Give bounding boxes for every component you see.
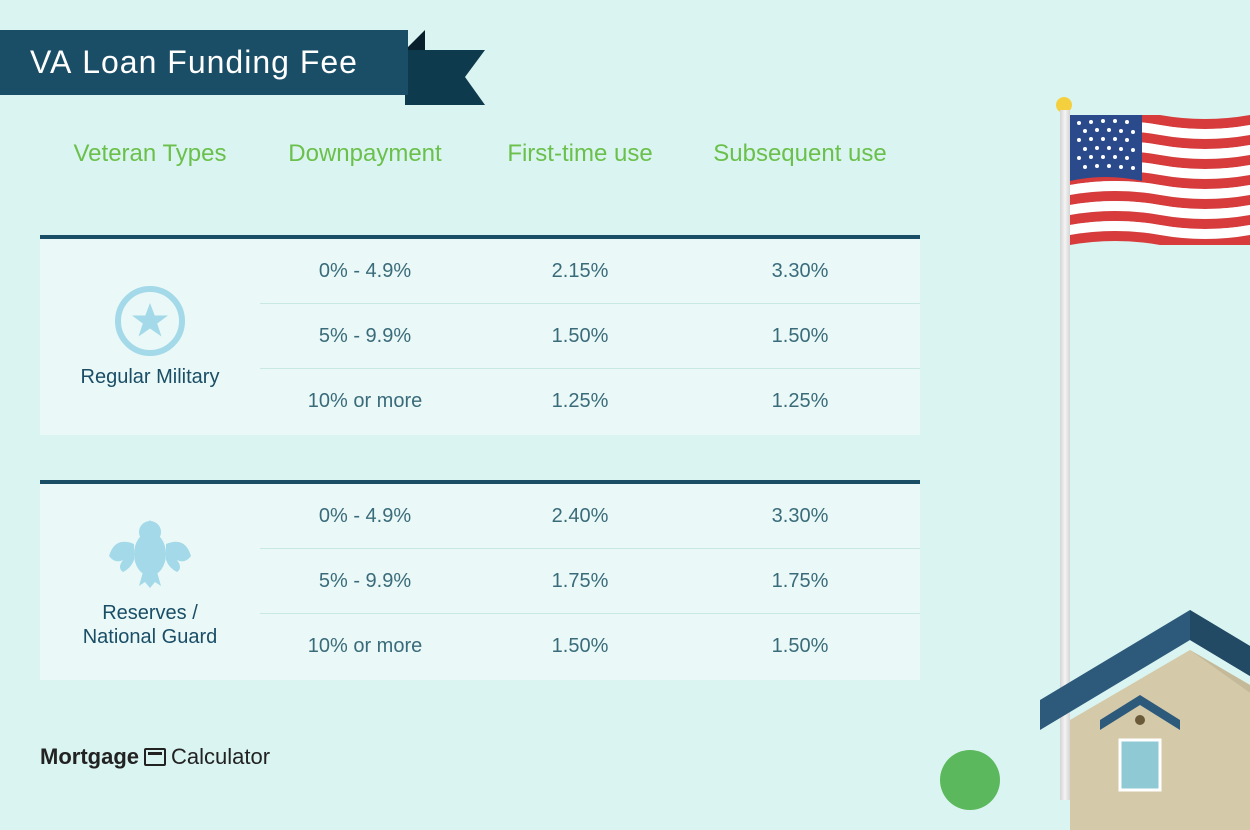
title-prefix: VA [30, 44, 72, 80]
table-row: 10% or more 1.50% 1.50% [260, 614, 920, 679]
calculator-icon [144, 748, 166, 766]
banner-ribbon-tail [405, 50, 465, 105]
title-banner: VA Loan Funding Fee [0, 30, 408, 95]
section-regular-military: Regular Military 0% - 4.9% 2.15% 3.30% 5… [40, 235, 920, 435]
star-icon [115, 286, 185, 356]
cell-down: 5% - 9.9% [260, 325, 470, 348]
cell-sub: 1.50% [690, 325, 910, 348]
header-first-time: First-time use [470, 140, 690, 168]
rows-regular: 0% - 4.9% 2.15% 3.30% 5% - 9.9% 1.50% 1.… [260, 239, 920, 434]
column-headers: Veteran Types Downpayment First-time use… [40, 140, 920, 168]
cell-first: 1.75% [470, 570, 690, 593]
vet-label-text-2: Reserves /National Guard [83, 601, 218, 649]
table-row: 5% - 9.9% 1.50% 1.50% [260, 304, 920, 369]
cell-first: 1.50% [470, 325, 690, 348]
rows-reserves: 0% - 4.9% 2.40% 3.30% 5% - 9.9% 1.75% 1.… [260, 484, 920, 679]
cell-down: 10% or more [260, 390, 470, 413]
table-row: 5% - 9.9% 1.75% 1.75% [260, 549, 920, 614]
cell-sub: 3.30% [690, 505, 910, 528]
house-illustration [1030, 550, 1250, 830]
cell-first: 1.25% [470, 390, 690, 413]
section-reserves: Reserves /National Guard 0% - 4.9% 2.40%… [40, 480, 920, 680]
brand-footer: Mortgage Calculator [40, 744, 270, 770]
cell-down: 0% - 4.9% [260, 505, 470, 528]
cell-first: 2.15% [470, 260, 690, 283]
cell-first: 1.50% [470, 635, 690, 658]
cell-sub: 1.75% [690, 570, 910, 593]
table-row: 0% - 4.9% 2.15% 3.30% [260, 239, 920, 304]
brand-part1: Mortgage [40, 744, 139, 770]
cell-sub: 1.25% [690, 390, 910, 413]
eagle-icon [105, 516, 195, 591]
table-row: 10% or more 1.25% 1.25% [260, 369, 920, 434]
bush-decoration [940, 750, 1000, 810]
cell-first: 2.40% [470, 505, 690, 528]
brand-part2: Calculator [171, 744, 270, 770]
cell-down: 5% - 9.9% [260, 570, 470, 593]
cell-down: 0% - 4.9% [260, 260, 470, 283]
header-downpayment: Downpayment [260, 140, 470, 168]
cell-down: 10% or more [260, 635, 470, 658]
cell-sub: 1.50% [690, 635, 910, 658]
vet-label-reserves: Reserves /National Guard [40, 484, 260, 680]
title-rest: Loan Funding Fee [72, 44, 358, 80]
table-row: 0% - 4.9% 2.40% 3.30% [260, 484, 920, 549]
us-flag-icon [1070, 115, 1250, 245]
vet-label-text-1: Regular Military [81, 366, 220, 389]
vet-label-regular: Regular Military [40, 239, 260, 435]
cell-sub: 3.30% [690, 260, 910, 283]
header-subsequent: Subsequent use [690, 140, 910, 168]
header-veteran-types: Veteran Types [40, 140, 260, 168]
